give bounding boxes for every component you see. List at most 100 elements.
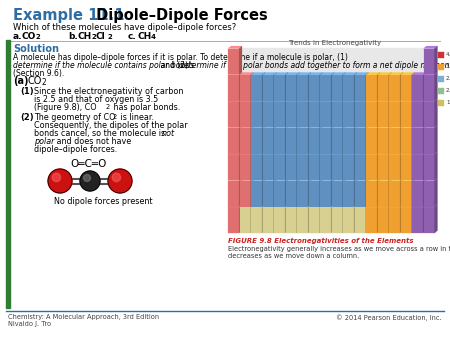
Bar	[389, 101, 400, 127]
Polygon shape	[343, 72, 357, 75]
Polygon shape	[366, 99, 380, 101]
Polygon shape	[320, 152, 334, 154]
Polygon shape	[423, 72, 426, 101]
Polygon shape	[355, 125, 369, 128]
Polygon shape	[285, 178, 300, 180]
Bar	[366, 180, 377, 207]
Text: b.: b.	[68, 32, 78, 41]
Circle shape	[108, 169, 132, 193]
Polygon shape	[239, 204, 253, 207]
Bar	[297, 128, 308, 154]
Polygon shape	[251, 204, 265, 207]
Bar	[423, 48, 435, 74]
Polygon shape	[285, 72, 288, 101]
Bar	[297, 207, 308, 233]
Polygon shape	[262, 178, 276, 180]
Polygon shape	[388, 204, 392, 233]
Polygon shape	[354, 72, 357, 101]
Polygon shape	[354, 125, 357, 154]
Bar	[423, 154, 435, 180]
Bar	[285, 128, 297, 154]
Polygon shape	[400, 204, 414, 207]
Polygon shape	[366, 178, 380, 180]
Text: not: not	[162, 129, 175, 138]
Polygon shape	[354, 99, 357, 127]
Polygon shape	[332, 72, 346, 75]
Polygon shape	[297, 152, 300, 180]
Text: 2: 2	[91, 34, 96, 40]
Polygon shape	[320, 99, 334, 101]
Bar	[343, 180, 354, 207]
Polygon shape	[389, 125, 403, 128]
Polygon shape	[388, 72, 392, 101]
Polygon shape	[400, 72, 403, 101]
Polygon shape	[251, 125, 253, 154]
Polygon shape	[297, 178, 300, 207]
Bar	[366, 75, 377, 101]
Polygon shape	[331, 178, 334, 207]
Polygon shape	[308, 99, 311, 127]
Polygon shape	[343, 99, 357, 101]
Bar	[412, 101, 423, 127]
Polygon shape	[355, 99, 369, 101]
Polygon shape	[435, 204, 437, 233]
Polygon shape	[389, 72, 403, 75]
Polygon shape	[365, 204, 369, 233]
Polygon shape	[251, 204, 253, 233]
Polygon shape	[274, 204, 288, 207]
Polygon shape	[320, 152, 323, 180]
Polygon shape	[285, 125, 300, 128]
Bar	[412, 128, 423, 154]
Bar	[239, 128, 251, 154]
Bar	[355, 75, 365, 101]
Bar	[274, 180, 285, 207]
Polygon shape	[332, 99, 346, 101]
Polygon shape	[354, 152, 357, 180]
Text: has polar bonds.: has polar bonds.	[111, 103, 180, 112]
Text: No dipole forces present: No dipole forces present	[54, 197, 153, 206]
Polygon shape	[412, 178, 426, 180]
Polygon shape	[274, 178, 288, 180]
Polygon shape	[389, 204, 403, 207]
Polygon shape	[320, 204, 334, 207]
Polygon shape	[423, 178, 426, 207]
Text: (Section 9.6).: (Section 9.6).	[13, 69, 64, 78]
Polygon shape	[320, 204, 323, 233]
Text: Trends in Electronegativity: Trends in Electronegativity	[288, 40, 382, 46]
Bar	[320, 180, 331, 207]
Bar	[412, 154, 423, 180]
Text: 2: 2	[113, 114, 117, 120]
Bar	[412, 75, 423, 101]
Bar	[320, 75, 331, 101]
Polygon shape	[285, 204, 288, 233]
Bar	[239, 207, 251, 233]
Polygon shape	[389, 99, 403, 101]
Polygon shape	[251, 178, 253, 207]
Circle shape	[84, 174, 90, 182]
Polygon shape	[239, 152, 253, 154]
Bar	[389, 75, 400, 101]
Polygon shape	[423, 72, 437, 75]
Polygon shape	[412, 72, 426, 75]
Polygon shape	[274, 99, 288, 101]
Polygon shape	[332, 125, 346, 128]
Polygon shape	[400, 178, 414, 180]
Bar	[297, 75, 308, 101]
Polygon shape	[308, 72, 311, 101]
Bar	[423, 101, 435, 127]
Bar	[400, 180, 411, 207]
Bar	[343, 128, 354, 154]
Text: (a): (a)	[13, 76, 28, 86]
Polygon shape	[262, 99, 265, 127]
Polygon shape	[355, 72, 369, 75]
Polygon shape	[309, 125, 323, 128]
Bar	[228, 154, 239, 180]
Polygon shape	[285, 152, 300, 154]
Polygon shape	[297, 99, 311, 101]
Polygon shape	[365, 72, 369, 101]
Polygon shape	[251, 99, 253, 127]
Circle shape	[80, 171, 100, 191]
Text: Nivaldo J. Tro: Nivaldo J. Tro	[8, 321, 51, 327]
Polygon shape	[435, 152, 437, 180]
Polygon shape	[377, 72, 380, 101]
